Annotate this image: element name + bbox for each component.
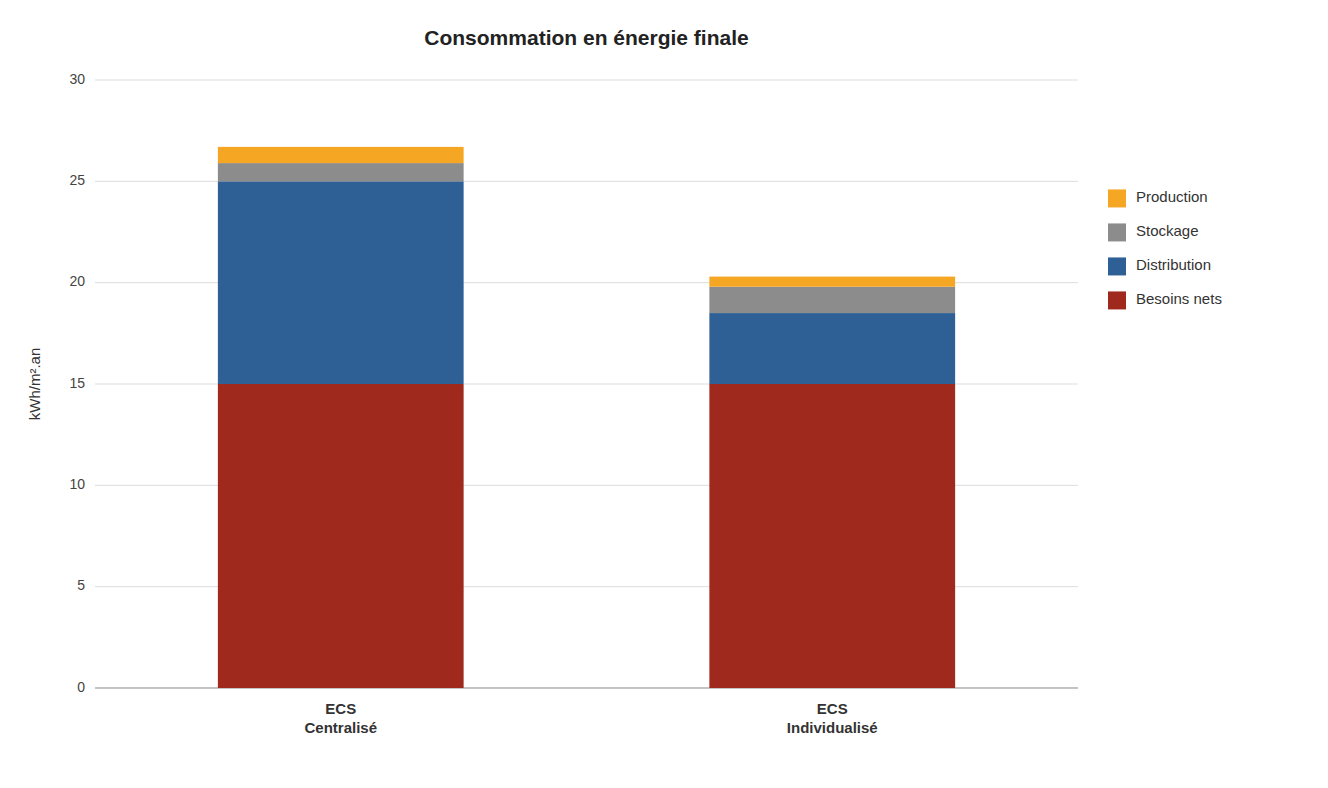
y-axis-label: kWh/m².an — [26, 348, 43, 421]
bar-segment — [218, 181, 464, 384]
legend-swatch — [1108, 223, 1126, 241]
chart-svg: 0 5 10 15 20 25 30 ECS Centralisé ECS Individualis… — [0, 0, 1328, 788]
axes: 0 5 10 15 20 25 30 ECS Centralisé ECS Individualis… — [69, 71, 1078, 736]
legend-swatch — [1108, 257, 1126, 275]
x-tick-label-line: ECS — [817, 700, 848, 717]
legend-label: Distribution — [1136, 256, 1211, 273]
grid-line — [95, 80, 1078, 81]
bar-segment — [709, 287, 955, 313]
x-tick-label-line: ECS — [325, 700, 356, 717]
bars — [218, 147, 955, 688]
bar-segment — [218, 147, 464, 163]
legend-label: Stockage — [1136, 222, 1199, 239]
x-tick-label-line: Centralisé — [304, 719, 377, 736]
y-tick-label: 25 — [69, 172, 85, 188]
legend-label: Production — [1136, 188, 1208, 205]
legend: Production Stockage Distribution Besoins ne… — [1108, 188, 1222, 309]
y-tick-label: 15 — [69, 375, 85, 391]
bar-segment — [709, 313, 955, 384]
x-tick-label: ECS Individualisé — [787, 700, 878, 736]
x-tick-label-line: Individualisé — [787, 719, 878, 736]
legend-swatch — [1108, 291, 1126, 309]
y-tick-label: 5 — [77, 577, 85, 593]
bar-segment — [218, 384, 464, 688]
bar-segment — [709, 277, 955, 287]
y-tick-label: 0 — [77, 679, 85, 695]
grid — [95, 80, 1078, 688]
y-tick-label: 10 — [69, 476, 85, 492]
legend-label: Besoins nets — [1136, 290, 1222, 307]
legend-swatch — [1108, 189, 1126, 207]
y-tick-label: 30 — [69, 71, 85, 87]
chart-container: 0 5 10 15 20 25 30 ECS Centralisé ECS Individualis… — [0, 0, 1328, 788]
title: Consommation en énergie finale — [424, 26, 748, 49]
y-tick-label: 20 — [69, 273, 85, 289]
x-tick-label: ECS Centralisé — [304, 700, 377, 736]
page: {"chart_data": {"type": "bar", "stacked"… — [0, 0, 1328, 788]
bar-segment — [709, 384, 955, 688]
bar-segment — [218, 163, 464, 181]
